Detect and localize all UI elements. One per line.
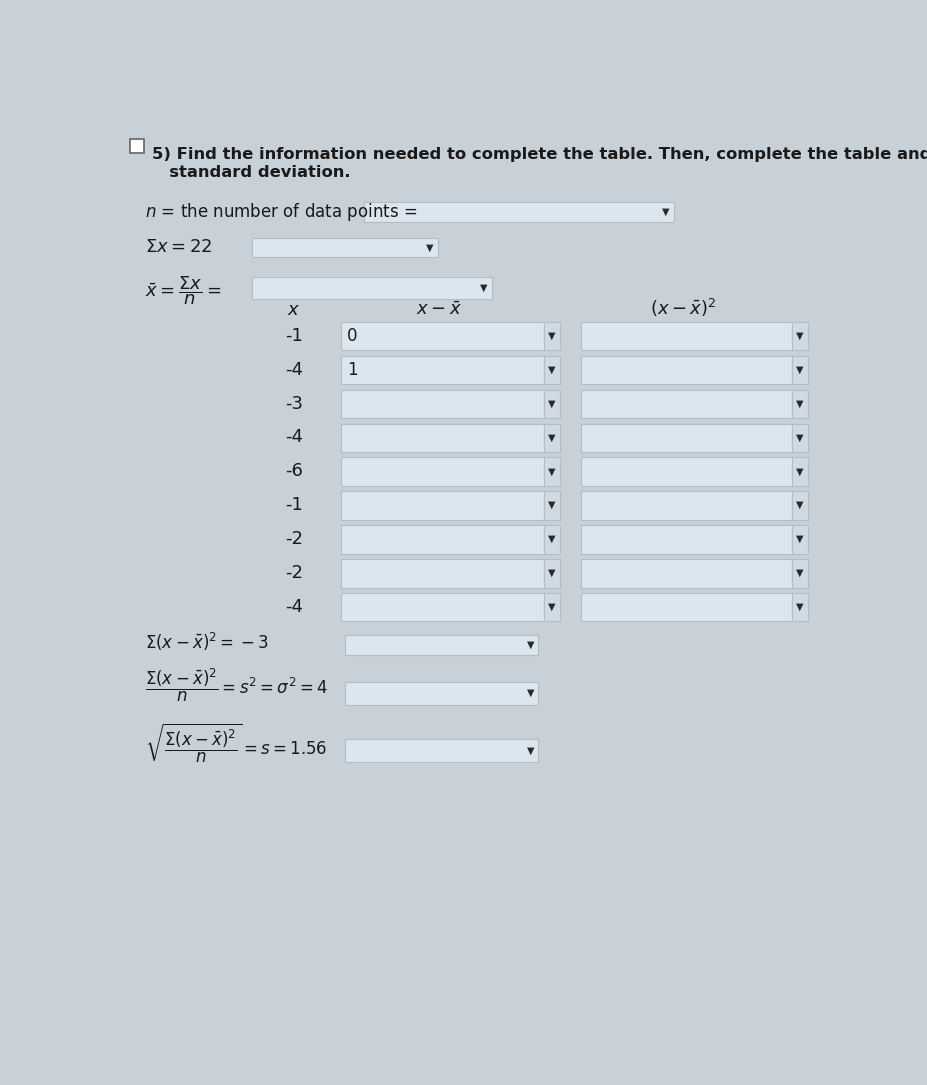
Bar xyxy=(340,492,544,520)
Text: -6: -6 xyxy=(286,462,303,481)
Text: 1: 1 xyxy=(347,360,358,379)
Bar xyxy=(793,423,808,452)
Text: ▼: ▼ xyxy=(426,243,434,253)
Text: 0: 0 xyxy=(347,327,357,345)
Text: -4: -4 xyxy=(286,429,303,446)
Text: ▼: ▼ xyxy=(549,365,556,374)
Text: ▼: ▼ xyxy=(796,331,804,341)
Text: ▼: ▼ xyxy=(796,365,804,374)
Bar xyxy=(340,458,544,486)
Bar xyxy=(251,238,438,257)
Bar xyxy=(581,322,793,350)
Text: ▼: ▼ xyxy=(796,398,804,409)
Bar xyxy=(544,492,560,520)
Text: ▼: ▼ xyxy=(549,398,556,409)
Bar xyxy=(793,458,808,486)
Text: ▼: ▼ xyxy=(796,534,804,544)
Text: -1: -1 xyxy=(286,496,303,514)
Bar xyxy=(581,593,793,622)
Text: ▼: ▼ xyxy=(549,534,556,544)
Bar xyxy=(544,423,560,452)
Bar xyxy=(581,390,793,418)
Text: ▼: ▼ xyxy=(549,433,556,443)
Bar xyxy=(340,423,544,452)
Bar xyxy=(345,681,539,704)
Text: ▼: ▼ xyxy=(796,602,804,612)
Bar xyxy=(130,140,144,153)
Text: $(x - \bar{x})^2$: $(x - \bar{x})^2$ xyxy=(651,297,717,319)
Text: $\sqrt{\dfrac{\Sigma(x - \bar{x})^2}{n}} = s = 1.56$: $\sqrt{\dfrac{\Sigma(x - \bar{x})^2}{n}}… xyxy=(146,722,328,765)
Bar xyxy=(544,559,560,588)
Bar xyxy=(581,525,793,553)
Text: ▼: ▼ xyxy=(549,467,556,476)
Text: -4: -4 xyxy=(286,598,303,616)
Text: ▼: ▼ xyxy=(796,467,804,476)
Bar xyxy=(340,322,544,350)
Bar xyxy=(581,559,793,588)
Bar xyxy=(581,423,793,452)
Bar xyxy=(544,458,560,486)
Bar xyxy=(793,356,808,384)
Text: -1: -1 xyxy=(286,327,303,345)
Text: 5) Find the information needed to complete the table. Then, complete the table a: 5) Find the information needed to comple… xyxy=(151,148,927,162)
Bar xyxy=(793,492,808,520)
Text: $\Sigma(x - \bar{x})^2 = -3$: $\Sigma(x - \bar{x})^2 = -3$ xyxy=(146,631,269,653)
Text: ▼: ▼ xyxy=(796,567,804,578)
Bar xyxy=(793,525,808,553)
Text: -3: -3 xyxy=(286,395,303,412)
Text: ▼: ▼ xyxy=(480,283,488,293)
Text: ▼: ▼ xyxy=(527,639,534,650)
Bar xyxy=(544,356,560,384)
Bar xyxy=(581,356,793,384)
Bar xyxy=(251,278,491,298)
Bar xyxy=(581,458,793,486)
Bar xyxy=(793,593,808,622)
Text: ▼: ▼ xyxy=(549,331,556,341)
Text: $\bar{x} = \dfrac{\Sigma x}{n} =$: $\bar{x} = \dfrac{\Sigma x}{n} =$ xyxy=(146,275,222,307)
Text: $n$ = the number of data points =: $n$ = the number of data points = xyxy=(146,201,417,224)
Bar xyxy=(581,492,793,520)
Text: -2: -2 xyxy=(286,531,303,548)
Bar xyxy=(340,390,544,418)
Bar xyxy=(340,525,544,553)
Text: ▼: ▼ xyxy=(549,602,556,612)
Bar xyxy=(544,322,560,350)
Bar xyxy=(544,525,560,553)
Text: $x - \bar{x}$: $x - \bar{x}$ xyxy=(416,301,463,319)
Text: -4: -4 xyxy=(286,360,303,379)
Text: $\Sigma x = 22$: $\Sigma x = 22$ xyxy=(146,238,212,256)
Text: ▼: ▼ xyxy=(796,433,804,443)
Bar xyxy=(345,739,539,763)
Text: ▼: ▼ xyxy=(527,688,534,698)
Bar xyxy=(793,322,808,350)
Text: -2: -2 xyxy=(286,564,303,582)
Bar xyxy=(544,593,560,622)
Text: ▼: ▼ xyxy=(663,207,670,217)
Bar xyxy=(793,559,808,588)
Text: $x$: $x$ xyxy=(287,301,300,319)
Bar xyxy=(345,635,539,654)
Text: ▼: ▼ xyxy=(549,567,556,578)
Text: standard deviation.: standard deviation. xyxy=(151,165,350,180)
Bar xyxy=(544,390,560,418)
Bar xyxy=(340,559,544,588)
Bar xyxy=(364,202,674,221)
Bar xyxy=(340,593,544,622)
Bar xyxy=(340,356,544,384)
Text: ▼: ▼ xyxy=(796,500,804,510)
Text: ▼: ▼ xyxy=(527,745,534,756)
Text: ▼: ▼ xyxy=(549,500,556,510)
Bar xyxy=(793,390,808,418)
Text: $\dfrac{\Sigma(x - \bar{x})^2}{n} = s^2 = \sigma^2 = 4$: $\dfrac{\Sigma(x - \bar{x})^2}{n} = s^2 … xyxy=(146,666,328,704)
